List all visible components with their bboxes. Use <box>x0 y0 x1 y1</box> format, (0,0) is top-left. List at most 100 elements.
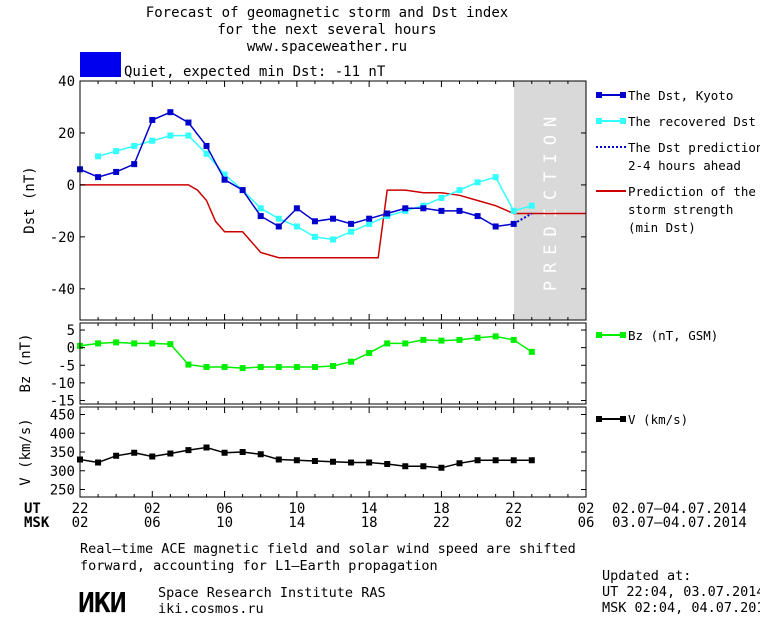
legend-marker <box>596 92 602 98</box>
ut-tick-label: 02 <box>144 501 161 517</box>
bz-nt-gsm-point <box>221 364 228 371</box>
msk-tick-label: 06 <box>578 515 595 531</box>
legend-item-dst-prediction: The Dst prediction 2-4 hours ahead <box>596 140 760 173</box>
v-km-s-point <box>528 457 535 464</box>
v-y-tick-label: 400 <box>50 426 75 442</box>
the-recovered-dst-point <box>510 207 517 214</box>
the-dst-kyoto-point <box>257 213 264 220</box>
ut-tick-label: 10 <box>288 501 305 517</box>
v-km-s-point <box>203 444 210 451</box>
bz-y-tick-label: 5 <box>67 323 75 339</box>
iki-logo: ИКИ <box>78 586 126 619</box>
the-dst-kyoto-point <box>366 215 373 222</box>
chart-title-line-1: Forecast of geomagnetic storm and Dst in… <box>146 5 508 21</box>
bz-nt-gsm-point <box>149 340 156 347</box>
bz-nt-gsm-point <box>167 341 174 348</box>
msk-tick-label: 18 <box>361 515 378 531</box>
the-dst-kyoto-point <box>384 210 391 217</box>
the-recovered-dst-point <box>113 148 120 155</box>
msk-tick-label: 22 <box>433 515 450 531</box>
bz-nt-gsm-point <box>293 364 300 371</box>
the-recovered-dst-point <box>167 132 174 139</box>
v-km-s-point <box>275 456 282 463</box>
the-recovered-dst-point <box>492 174 499 181</box>
v-y-tick-label: 250 <box>50 483 75 499</box>
the-recovered-dst-point <box>311 233 318 240</box>
bz-nt-gsm-point <box>528 348 535 355</box>
msk-tick-label: 02 <box>72 515 89 531</box>
legend-item-v: V (km/s) <box>596 412 688 427</box>
v-km-s-line <box>79 446 532 469</box>
the-recovered-dst-point <box>257 205 264 212</box>
bz-y-tick-label: -10 <box>50 376 75 392</box>
legend-item-dst-kyoto: The Dst, Kyoto <box>596 88 733 103</box>
bz-nt-gsm-point <box>456 336 463 343</box>
ut-tick-label: 06 <box>216 501 233 517</box>
the-dst-kyoto-point <box>474 213 481 220</box>
the-dst-kyoto-point <box>221 176 228 183</box>
dst-y-tick-label: -20 <box>50 230 75 246</box>
ut-tick-label: 22 <box>72 501 89 517</box>
bz-nt-gsm-point <box>113 339 120 346</box>
status-color-swatch <box>80 52 121 77</box>
dst-y-tick-label: -40 <box>50 282 75 298</box>
the-dst-kyoto-point <box>330 215 336 222</box>
bz-nt-gsm-point <box>311 364 318 371</box>
the-dst-kyoto-point <box>239 187 246 194</box>
legend-label: 2-4 hours ahead <box>628 158 741 173</box>
legend-marker <box>620 92 626 98</box>
the-recovered-dst-point <box>348 228 355 235</box>
legend-label: storm strength <box>628 202 733 217</box>
bz-y-axis-label: Bz (nT) <box>18 333 34 392</box>
v-km-s-point <box>113 452 120 459</box>
v-panel: 450 400 350 300 250 V (km/s) <box>18 406 587 499</box>
v-km-s-point <box>185 447 192 454</box>
legend-marker <box>620 118 626 124</box>
v-y-tick-label: 450 <box>50 408 75 424</box>
bz-nt-gsm-point <box>131 340 138 347</box>
legend-label: The Dst prediction <box>628 140 760 155</box>
v-km-s-point <box>384 461 391 467</box>
the-dst-kyoto-point <box>149 116 156 123</box>
the-recovered-dst-point <box>149 137 156 144</box>
the-recovered-dst-point <box>275 215 282 222</box>
bz-nt-gsm-point <box>510 336 517 343</box>
v-km-s-point <box>366 459 373 466</box>
the-dst-kyoto-point <box>402 205 409 212</box>
v-y-tick-label: 300 <box>50 464 75 480</box>
the-dst-kyoto-point <box>131 161 138 168</box>
bz-nt-gsm-line <box>79 335 533 369</box>
the-recovered-dst-point <box>95 153 102 160</box>
v-km-s-point <box>311 458 318 464</box>
bz-nt-gsm-point <box>239 365 246 372</box>
v-km-s-point <box>510 457 517 464</box>
msk-tick-label: 10 <box>216 515 233 531</box>
v-panel-frame <box>79 406 587 498</box>
bz-nt-gsm-point <box>257 364 264 371</box>
bz-nt-gsm-point <box>203 364 210 371</box>
legend-marker <box>596 416 602 422</box>
the-dst-kyoto-point <box>113 168 120 175</box>
bz-nt-gsm-point <box>420 336 427 343</box>
ut-tick-label: 22 <box>505 501 522 517</box>
the-dst-kyoto-point <box>456 207 463 214</box>
v-km-s-point <box>492 457 499 464</box>
chart-title-line-2: for the next several hours <box>217 22 436 38</box>
v-y-axis-label: V (km/s) <box>18 418 34 485</box>
updated-msk: MSK 02:04, 04.07.2014 <box>602 600 760 616</box>
the-dst-kyoto-point <box>293 205 300 212</box>
v-km-s-point <box>167 450 174 457</box>
msk-date-range: 03.07—04.07.2014 <box>612 515 747 531</box>
the-recovered-dst-point <box>528 202 535 209</box>
dst-panel-frame <box>79 80 587 321</box>
time-axis: UT MSK 22020206061010141418182222020206 … <box>24 501 747 531</box>
the-recovered-dst-point <box>366 220 373 227</box>
status-text: Quiet, expected min Dst: -11 nT <box>124 64 386 80</box>
the-recovered-dst-point <box>474 179 481 186</box>
ut-axis-label: UT <box>24 501 41 517</box>
legend-item-recovered-dst: The recovered Dst <box>596 114 756 129</box>
the-recovered-dst-point <box>221 171 228 178</box>
bz-y-tick-label: -15 <box>50 393 75 409</box>
v-km-s-point <box>402 463 409 470</box>
